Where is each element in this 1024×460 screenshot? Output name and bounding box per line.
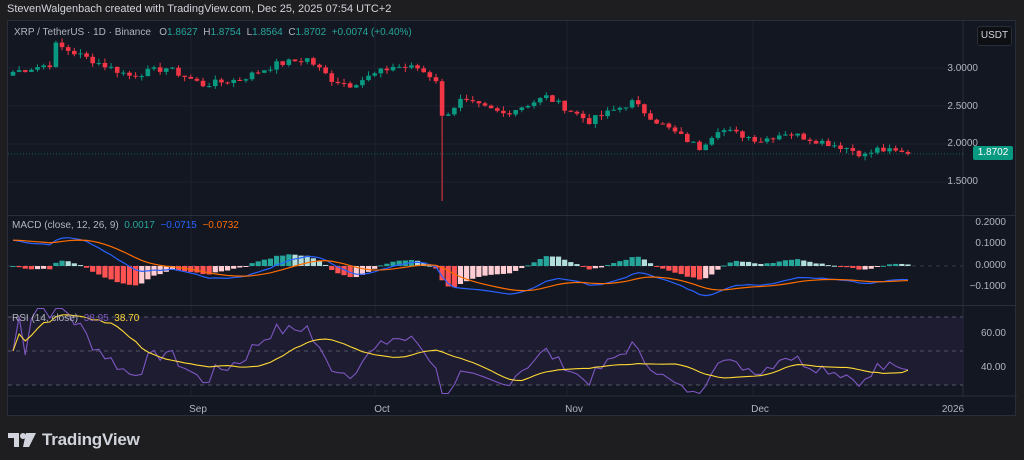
symbol-legend: XRP / TetherUS · 1D · Binance O1.8627 H1… <box>14 27 412 38</box>
rsi-title[interactable]: RSI (14, close) <box>12 313 79 324</box>
time-axis-label: Sep <box>189 404 207 415</box>
pane-divider[interactable] <box>8 215 1015 216</box>
attribution-text: StevenWalgenbach created with TradingVie… <box>7 3 392 15</box>
tradingview-logo[interactable]: TradingView <box>8 430 140 450</box>
price-axis-label: 3.0000 <box>947 63 978 74</box>
macd-legend: MACD (close, 12, 26, 9) 0.0017 −0.0715 −… <box>12 220 239 231</box>
low-value: 1.8564 <box>252 27 283 38</box>
time-axis-label: Nov <box>565 404 583 415</box>
symbol-title[interactable]: XRP / TetherUS · 1D · Binance <box>14 27 151 38</box>
time-axis-label: Oct <box>374 404 390 415</box>
high-value: 1.8754 <box>210 27 242 38</box>
pane-divider[interactable] <box>8 305 1015 306</box>
time-axis-label: 2026 <box>941 404 965 415</box>
macd-line-value: −0.0715 <box>160 220 197 231</box>
rsi-legend: RSI (14, close) 38.95 38.70 <box>12 313 139 324</box>
tradingview-logo-icon <box>8 433 36 447</box>
macd-axis-label: 0.0000 <box>975 260 1006 271</box>
rsi-axis-label: 40.00 <box>980 362 1006 373</box>
macd-axis-label: 0.2000 <box>975 217 1006 228</box>
chart-canvas[interactable] <box>8 21 1017 417</box>
time-axis-label: Dec <box>751 404 769 415</box>
change-value: +0.0074 (+0.40%) <box>331 27 412 38</box>
price-axis-label: 2.5000 <box>947 101 978 112</box>
close-value: 1.8702 <box>295 27 327 38</box>
chart-frame[interactable]: XRP / TetherUS · 1D · Binance O1.8627 H1… <box>7 20 1017 417</box>
rsi-value: 38.95 <box>83 313 109 324</box>
open-value: 1.8627 <box>167 27 198 38</box>
price-axis-label: 2.0000 <box>947 138 978 149</box>
macd-histogram-value: 0.0017 <box>124 220 155 231</box>
macd-signal-value: −0.0732 <box>202 220 239 231</box>
rsi-ma-value: 38.70 <box>114 313 140 324</box>
last-price-tag: 1.8702 <box>973 146 1013 160</box>
branding-text: TradingView <box>42 430 140 449</box>
price-axis-label: 1.5000 <box>947 176 978 187</box>
macd-axis-label: −0.1000 <box>969 281 1006 292</box>
currency-button[interactable]: USDT <box>977 26 1012 46</box>
macd-axis-label: 0.1000 <box>975 238 1006 249</box>
rsi-axis-label: 60.00 <box>980 328 1006 339</box>
macd-title[interactable]: MACD (close, 12, 26, 9) <box>12 220 119 231</box>
